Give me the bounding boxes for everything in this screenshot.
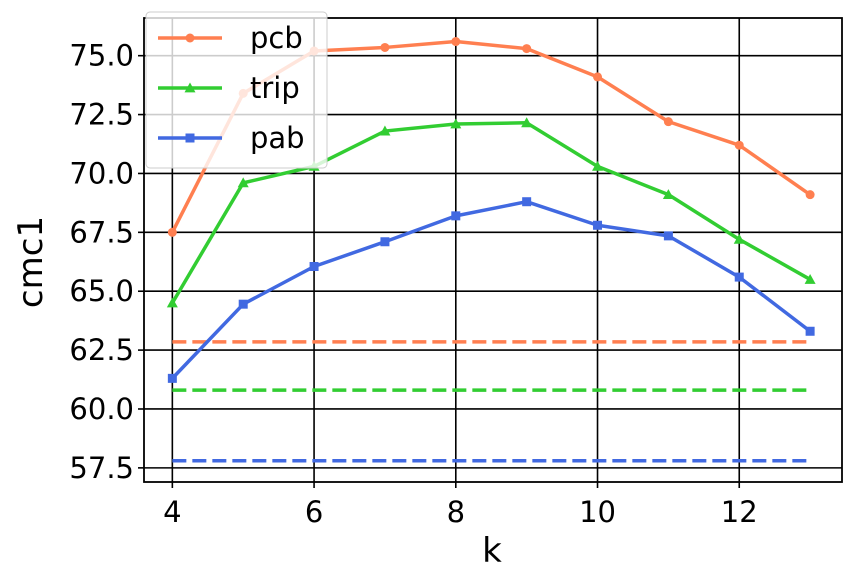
legend: pcb trip pab	[145, 11, 328, 169]
data-point	[185, 33, 195, 43]
series-line-trip	[170, 121, 811, 304]
data-point	[734, 140, 744, 150]
data-point	[167, 227, 177, 237]
x-tick-label: 4	[163, 495, 181, 529]
y-tick-label: 70.0	[69, 156, 134, 190]
y-axis-label: cmc1	[11, 216, 51, 308]
legend-label: trip	[250, 71, 300, 105]
axes-frame	[143, 17, 843, 483]
y-tick-label: 75.0	[69, 39, 134, 73]
data-point	[593, 72, 603, 82]
data-point	[451, 211, 461, 221]
data-point	[734, 272, 744, 282]
data-point	[805, 190, 815, 200]
data-point	[238, 299, 248, 309]
data-point	[380, 42, 390, 52]
data-point	[450, 118, 462, 129]
y-tick-label: 60.0	[69, 392, 134, 426]
y-axis-ticks: 57.5 60.0 62.5 65.0 67.5 70.0 72.5 75.0	[69, 39, 144, 485]
data-point	[522, 44, 532, 54]
data-point	[593, 220, 603, 230]
data-point	[167, 373, 177, 383]
x-tick-label: 6	[305, 495, 323, 529]
data-point	[451, 37, 461, 47]
data-point	[733, 233, 745, 244]
x-axis-label: k	[482, 531, 502, 571]
y-tick-label: 57.5	[69, 451, 134, 485]
data-point	[805, 326, 815, 336]
data-point	[522, 197, 532, 207]
data-point	[309, 261, 319, 271]
data-point	[237, 177, 249, 188]
data-point	[166, 297, 178, 308]
legend-box	[145, 11, 328, 169]
y-tick-label: 72.5	[69, 98, 134, 132]
series-line-pab	[171, 199, 812, 380]
y-tick-label: 65.0	[69, 274, 134, 308]
data-point	[592, 160, 604, 171]
data-point	[184, 82, 196, 93]
x-axis-ticks: 4 6 8 10 12	[163, 482, 758, 529]
x-tick-label: 10	[579, 495, 616, 529]
series-lines	[166, 37, 816, 383]
y-tick-label: 67.5	[69, 215, 134, 249]
plot-border	[143, 17, 843, 483]
baseline-lines	[172, 340, 811, 463]
y-tick-label: 62.5	[69, 333, 134, 367]
data-point	[521, 117, 533, 128]
data-point	[379, 125, 391, 136]
data-point	[662, 189, 674, 200]
data-point	[185, 133, 195, 143]
legend-label: pcb	[250, 21, 303, 55]
data-point	[663, 117, 673, 127]
x-tick-label: 12	[721, 495, 758, 529]
x-tick-label: 8	[447, 495, 465, 529]
data-point	[804, 273, 816, 284]
data-point	[380, 237, 390, 247]
legend-label: pab	[250, 121, 305, 155]
data-point	[663, 231, 673, 241]
